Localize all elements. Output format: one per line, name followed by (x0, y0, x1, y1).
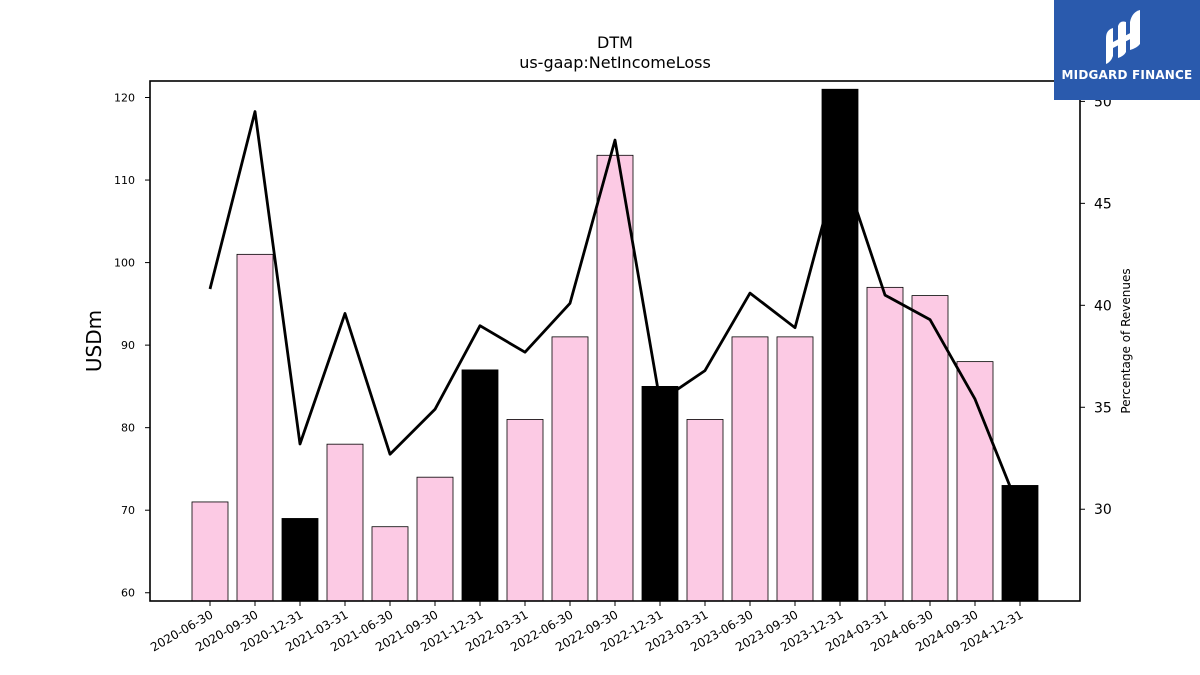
logo-mark-icon (1106, 10, 1140, 64)
bar-2023-06-30 (731, 336, 769, 602)
y-tick-label: 80 (121, 422, 135, 435)
bar-2021-09-30 (416, 476, 454, 602)
y-tick-label: 70 (121, 504, 135, 517)
bar-2022-09-30 (596, 154, 634, 602)
bar-2021-06-30 (371, 526, 409, 602)
y-tick-label: 90 (121, 339, 135, 352)
x-axis: 2020-06-302020-09-302020-12-312021-03-31… (148, 601, 1026, 654)
bar-2023-09-30 (776, 336, 814, 602)
y-tick-label: 120 (114, 92, 135, 105)
bar-2021-12-31 (461, 369, 499, 602)
y2-tick-label: 45 (1094, 196, 1112, 212)
bar-2024-12-31 (1001, 485, 1039, 602)
y-tick-label: 100 (114, 257, 135, 270)
chart-subtitle: us-gaap:NetIncomeLoss (519, 53, 711, 72)
y-tick-label: 60 (121, 587, 135, 600)
percentage-line (208, 110, 1022, 512)
bar-2021-03-31 (326, 443, 364, 602)
bar-2023-12-31 (821, 88, 859, 602)
bar-2020-06-30 (191, 501, 229, 602)
bar-2022-03-31 (506, 419, 544, 602)
bar-2023-03-31 (686, 419, 724, 602)
y-axis-left: 60 70 80 90 100 110 120 (114, 92, 150, 600)
y2-tick-label: 40 (1094, 298, 1112, 314)
bar-2020-09-30 (236, 253, 274, 602)
bar-2024-03-31 (866, 286, 904, 602)
bar-group (191, 88, 1039, 602)
y2-tick-label: 35 (1094, 400, 1112, 416)
y2-tick-label: 30 (1094, 502, 1112, 518)
bar-2022-12-31 (641, 385, 679, 602)
y-axis-label: USDm (82, 310, 106, 372)
chart-title: DTM (597, 33, 633, 52)
bar-2022-06-30 (551, 336, 589, 602)
bar-2024-06-30 (911, 295, 949, 602)
logo-name: MIDGARD FINANCE (1061, 68, 1193, 82)
bar-2020-12-31 (281, 518, 319, 602)
line-group (208, 110, 1022, 512)
y-tick-label: 110 (114, 174, 135, 187)
brand-logo: MIDGARD FINANCE (1054, 0, 1200, 100)
y2-axis-label: Percentage of Revenues (1119, 268, 1133, 413)
